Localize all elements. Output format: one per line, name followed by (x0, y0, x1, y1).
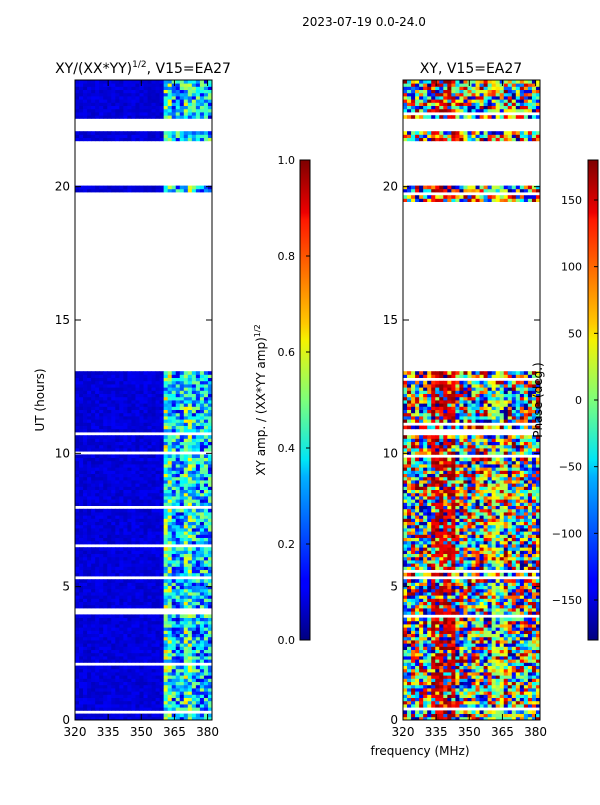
phase-colorbar-tick-label: 150 (561, 194, 582, 207)
amplitude-colorbar: 0.0 0.2 0.4 0.6 0.8 1.0 XY amp. / (XX*YY amp)… (253, 154, 310, 647)
amplitude-colorbar-tick-label: 0.2 (278, 538, 296, 551)
phase-colorbar-tick-label: 0 (575, 394, 582, 407)
amplitude-y-tick-label: 0 (62, 713, 70, 727)
amplitude-panel-title: XY/(XX*YY)1/2, V15=EA27 (55, 60, 231, 77)
amplitude-x-tick-label: 335 (97, 725, 120, 739)
amplitude-y-axis-label: UT (hours) (33, 368, 47, 431)
amplitude-colorbar-tick-label: 1.0 (278, 154, 296, 167)
amplitude-colorbar-tick-label: 0.8 (278, 250, 296, 263)
phase-x-tick-label: 335 (425, 725, 448, 739)
amplitude-x-tick-label: 365 (163, 725, 186, 739)
amplitude-y-tick-label: 20 (55, 180, 70, 194)
amplitude-y-tick-label: 15 (55, 313, 70, 327)
amplitude-colorbar-tick-label: 0.0 (278, 634, 296, 647)
amplitude-x-tick-label: 350 (130, 725, 153, 739)
phase-colorbar-tick-label: 100 (561, 261, 582, 274)
phase-y-tick-label: 5 (390, 580, 398, 594)
phase-x-tick-label: 350 (458, 725, 481, 739)
phase-colorbar-tick-label: −100 (552, 527, 582, 540)
amplitude-colorbar-tick-label: 0.4 (278, 442, 296, 455)
amplitude-y-tick-label: 5 (62, 580, 70, 594)
phase-x-tick-label: 320 (392, 725, 415, 739)
phase-colorbar-tick-label: −50 (559, 461, 582, 474)
amplitude-y-tick-label: 10 (55, 446, 70, 460)
phase-y-tick-label: 20 (383, 180, 398, 194)
frequency-x-axis-label: frequency (MHz) (370, 744, 469, 758)
amplitude-colorbar-gradient (300, 160, 310, 640)
phase-y-tick-label: 15 (383, 313, 398, 327)
phase-heatmap (403, 80, 540, 720)
phase-colorbar-label: Phase (deg.) (531, 362, 545, 437)
figure-suptitle: 2023-07-19 0.0-24.0 (302, 15, 426, 29)
amplitude-panel: XY/(XX*YY)1/2, V15=EA27 320 335 350 365 380 0… (33, 60, 231, 739)
amplitude-colorbar-label: XY amp. / (XX*YY amp)1/2 (253, 324, 268, 475)
amplitude-heatmap (75, 80, 212, 720)
phase-y-tick-label: 0 (390, 713, 398, 727)
phase-x-tick-label: 365 (491, 725, 514, 739)
phase-y-tick-label: 10 (383, 446, 398, 460)
phase-colorbar: −150 −100 −50 0 50 100 150 Phase (deg.) (531, 160, 598, 640)
phase-colorbar-tick-label: −150 (552, 594, 582, 607)
amplitude-x-tick-label: 320 (64, 725, 87, 739)
phase-x-tick-label: 380 (524, 725, 547, 739)
phase-panel: XY, V15=EA27 320 335 350 365 380 0 5 10 15 20 fre… (370, 61, 547, 758)
amplitude-x-tick-label: 380 (196, 725, 219, 739)
amplitude-colorbar-tick-label: 0.6 (278, 346, 296, 359)
phase-panel-title: XY, V15=EA27 (420, 61, 522, 77)
phase-colorbar-tick-label: 50 (568, 327, 582, 340)
